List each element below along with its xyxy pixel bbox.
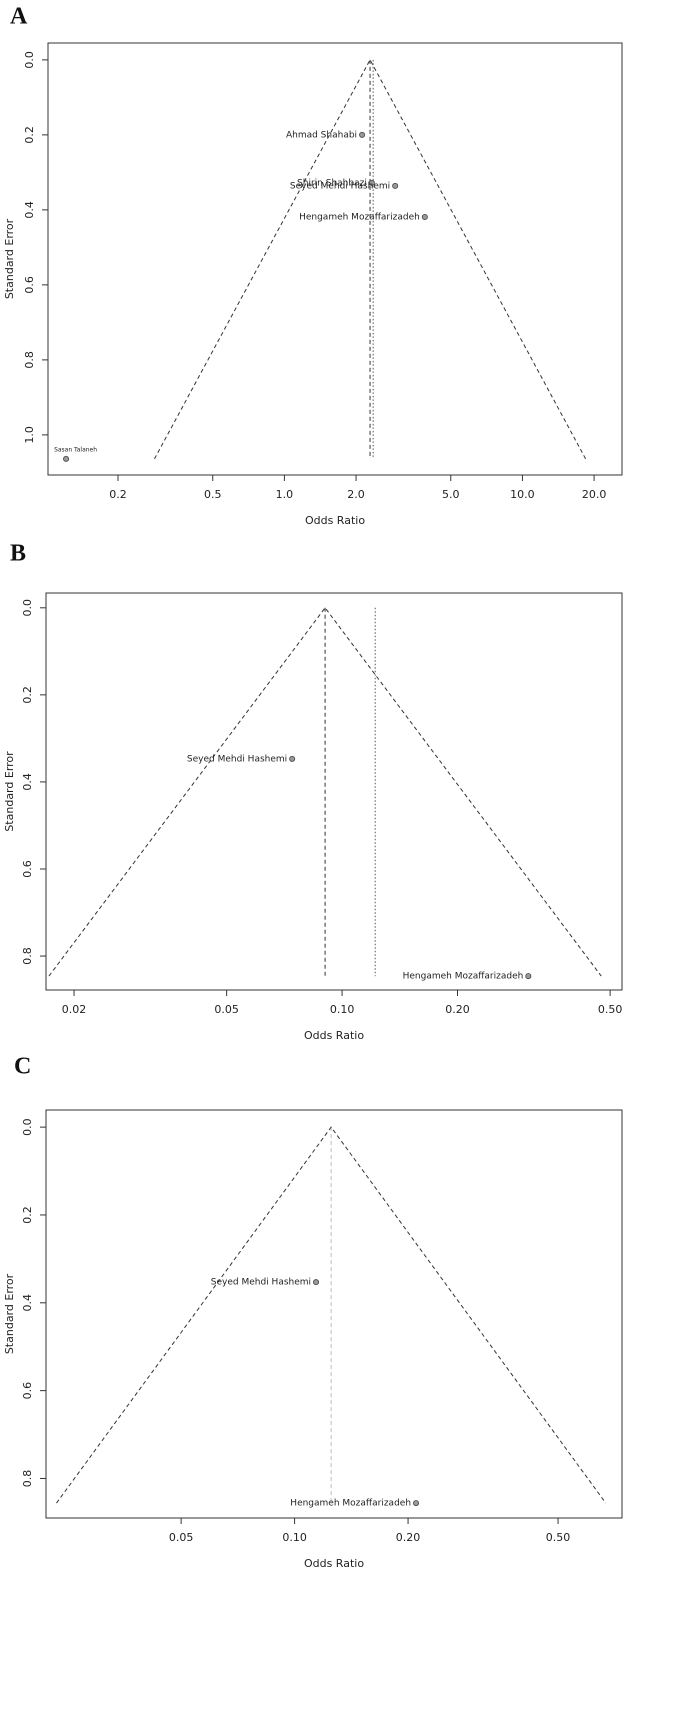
- x-tick-label: 0.20: [396, 1531, 421, 1544]
- x-tick-label: 0.10: [330, 1003, 355, 1016]
- y-tick-label: 1.0: [23, 426, 36, 444]
- y-axis-title: Standard Error: [3, 218, 16, 299]
- x-tick-label: 0.10: [282, 1531, 307, 1544]
- y-tick-label: 0.8: [21, 947, 34, 965]
- study-label: Sasan Talaneh: [54, 446, 97, 453]
- x-tick-label: 5.0: [442, 488, 460, 501]
- x-axis-title: Odds Ratio: [304, 1557, 364, 1570]
- y-tick-label: 0.6: [23, 276, 36, 294]
- study-point: [368, 179, 375, 186]
- y-tick-label: 0.8: [21, 1470, 34, 1488]
- y-axis-title: Standard Error: [3, 751, 16, 832]
- x-tick-label: 0.2: [109, 488, 127, 501]
- y-tick-label: 0.2: [21, 1206, 34, 1224]
- study-point: [63, 455, 70, 462]
- y-tick-label: 0.4: [23, 201, 36, 219]
- x-tick-label: 1.0: [276, 488, 294, 501]
- y-tick-label: 0.6: [21, 1382, 34, 1400]
- x-axis-title: Odds Ratio: [304, 1029, 364, 1042]
- study-label: Shirin Shahbazi: [297, 178, 367, 188]
- study-point: [525, 973, 532, 980]
- study-point: [359, 131, 366, 138]
- plot-frame: [45, 592, 623, 991]
- y-tick-label: 0.2: [21, 686, 34, 704]
- x-tick-label: 0.50: [598, 1003, 623, 1016]
- study-label: Seyed Mehdi Hashemi: [187, 754, 287, 764]
- x-tick-label: 2.0: [347, 488, 365, 501]
- x-tick-label: 0.20: [445, 1003, 470, 1016]
- panel-label: B: [10, 541, 26, 567]
- study-label: Seyed Mehdi Hashemi: [211, 1278, 311, 1288]
- study-label: Ahmad Shahabi: [286, 130, 357, 140]
- y-tick-label: 0.4: [21, 773, 34, 791]
- study-point: [289, 755, 296, 762]
- y-tick-label: 0.2: [23, 126, 36, 144]
- x-tick-label: 0.5: [204, 488, 222, 501]
- x-tick-label: 0.05: [214, 1003, 239, 1016]
- study-point: [413, 1500, 420, 1507]
- x-tick-label: 10.0: [510, 488, 535, 501]
- y-tick-label: 0.8: [23, 351, 36, 369]
- x-tick-label: 0.05: [169, 1531, 194, 1544]
- y-axis-title: Standard Error: [3, 1273, 16, 1354]
- plot-frame: [47, 42, 623, 476]
- x-tick-label: 0.02: [62, 1003, 87, 1016]
- study-label: Seyed Mehdi Hashemi: [290, 181, 390, 191]
- study-label: Hengameh Mozaffarizadeh: [290, 1499, 411, 1509]
- x-tick-label: 0.50: [546, 1531, 571, 1544]
- y-tick-label: 0.0: [21, 1118, 34, 1136]
- study-point: [313, 1279, 320, 1286]
- funnel: [56, 1126, 607, 1504]
- x-axis-title: Odds Ratio: [305, 514, 365, 527]
- plot-frame: [45, 1109, 623, 1519]
- y-tick-label: 0.0: [23, 51, 36, 69]
- y-tick-label: 0.4: [21, 1294, 34, 1312]
- study-label: Hengameh Mozaffarizadeh: [299, 213, 420, 223]
- x-tick-label: 20.0: [582, 488, 607, 501]
- panel-label: C: [14, 1054, 31, 1080]
- study-point: [421, 213, 428, 220]
- y-tick-label: 0.6: [21, 860, 34, 878]
- study-point: [392, 182, 399, 189]
- panel-label: A: [10, 4, 28, 30]
- y-tick-label: 0.0: [21, 599, 34, 617]
- study-label: Hengameh Mozaffarizadeh: [403, 972, 524, 982]
